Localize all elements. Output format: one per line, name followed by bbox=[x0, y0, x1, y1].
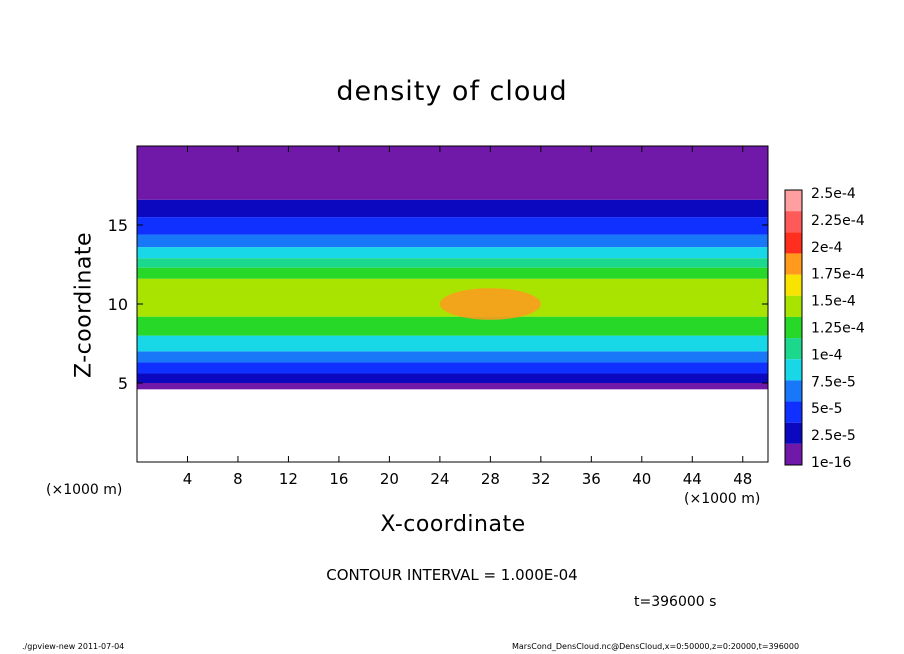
x-tick-label: 32 bbox=[531, 470, 550, 488]
x-unit-label-right: (×1000 m) bbox=[684, 491, 761, 507]
colorbar-label: 1.5e-4 bbox=[811, 294, 856, 310]
x-axis-label: X-coordinate bbox=[380, 512, 526, 537]
footer-right: MarsCond_DensCloud.nc@DensCloud,x=0:5000… bbox=[512, 642, 800, 651]
x-tick-label: 44 bbox=[683, 470, 702, 488]
colorbar-label: 1.75e-4 bbox=[811, 267, 865, 283]
density-band bbox=[137, 383, 768, 390]
y-tick-label: 15 bbox=[108, 216, 128, 235]
x-tick-label: 40 bbox=[632, 470, 651, 488]
y-axis-label: Z-coordinate bbox=[71, 232, 97, 378]
colorbar-swatch bbox=[785, 316, 802, 339]
colorbar-label: 1.25e-4 bbox=[811, 321, 865, 337]
density-band bbox=[137, 278, 768, 295]
density-band bbox=[137, 335, 768, 352]
x-tick-label: 28 bbox=[481, 470, 500, 488]
colorbar-swatch bbox=[785, 359, 802, 381]
x-tick-label: 12 bbox=[279, 470, 298, 488]
colorbar-label: 7.5e-5 bbox=[811, 374, 856, 390]
x-unit-label-left: (×1000 m) bbox=[46, 482, 123, 498]
footer-left: ./gpview-new 2011-07-04 bbox=[22, 642, 125, 651]
density-band bbox=[137, 362, 768, 374]
y-tick-label: 10 bbox=[108, 295, 128, 314]
colorbar: 2.5e-4 2.25e-4 2e-4 1.75e-4 1.5e-4 1.25e-4 1e-… bbox=[784, 186, 865, 471]
colorbar-swatch bbox=[785, 274, 802, 296]
colorbar-swatch bbox=[785, 443, 802, 465]
density-band bbox=[137, 217, 768, 235]
colorbar-label: 2.5e-4 bbox=[811, 186, 856, 202]
colorbar-swatch bbox=[785, 422, 802, 444]
time-label: t=396000 s bbox=[634, 594, 717, 610]
colorbar-label: 2.25e-4 bbox=[811, 213, 865, 229]
colorbar-label: 1e-16 bbox=[811, 455, 851, 471]
colorbar-swatch bbox=[785, 380, 802, 402]
colorbar-frame bbox=[784, 189, 803, 466]
x-tick-label: 8 bbox=[233, 470, 243, 488]
density-band bbox=[137, 146, 768, 200]
y-axis: 5 10 15 bbox=[108, 216, 768, 393]
contour-interval-label: CONTOUR INTERVAL = 1.000E-04 bbox=[326, 566, 578, 584]
density-band bbox=[137, 267, 768, 279]
colorbar-label: 2.5e-5 bbox=[811, 428, 856, 444]
colorbar-label: 1e-4 bbox=[811, 347, 843, 363]
colorbar-swatch bbox=[785, 232, 802, 254]
colorbar-swatch bbox=[785, 338, 802, 360]
colorbar-swatch bbox=[785, 211, 802, 233]
colorbar-label: 2e-4 bbox=[811, 240, 843, 256]
x-tick-label: 24 bbox=[430, 470, 449, 488]
colorbar-swatch bbox=[785, 401, 802, 423]
x-tick-label: 36 bbox=[582, 470, 601, 488]
x-tick-label: 4 bbox=[183, 470, 193, 488]
plot-area bbox=[136, 145, 769, 463]
x-tick-label: 20 bbox=[380, 470, 399, 488]
x-tick-label: 16 bbox=[329, 470, 348, 488]
colorbar-swatch bbox=[785, 253, 802, 275]
colorbar-label: 5e-5 bbox=[811, 401, 842, 417]
x-axis: 4 8 12 16 20 24 28 32 36 40 44 48 bbox=[183, 146, 752, 488]
chart-title: density of cloud bbox=[336, 76, 568, 107]
density-band bbox=[137, 316, 768, 336]
x-tick-label: 48 bbox=[733, 470, 752, 488]
max-density-region bbox=[439, 288, 541, 320]
colorbar-swatch bbox=[785, 295, 802, 317]
density-band bbox=[137, 373, 768, 383]
density-band bbox=[137, 234, 768, 248]
density-band bbox=[137, 351, 768, 363]
density-band bbox=[137, 199, 768, 218]
density-band bbox=[137, 258, 768, 268]
colorbar-swatch bbox=[785, 190, 802, 212]
y-tick-label: 5 bbox=[118, 374, 128, 393]
density-band bbox=[137, 247, 768, 259]
